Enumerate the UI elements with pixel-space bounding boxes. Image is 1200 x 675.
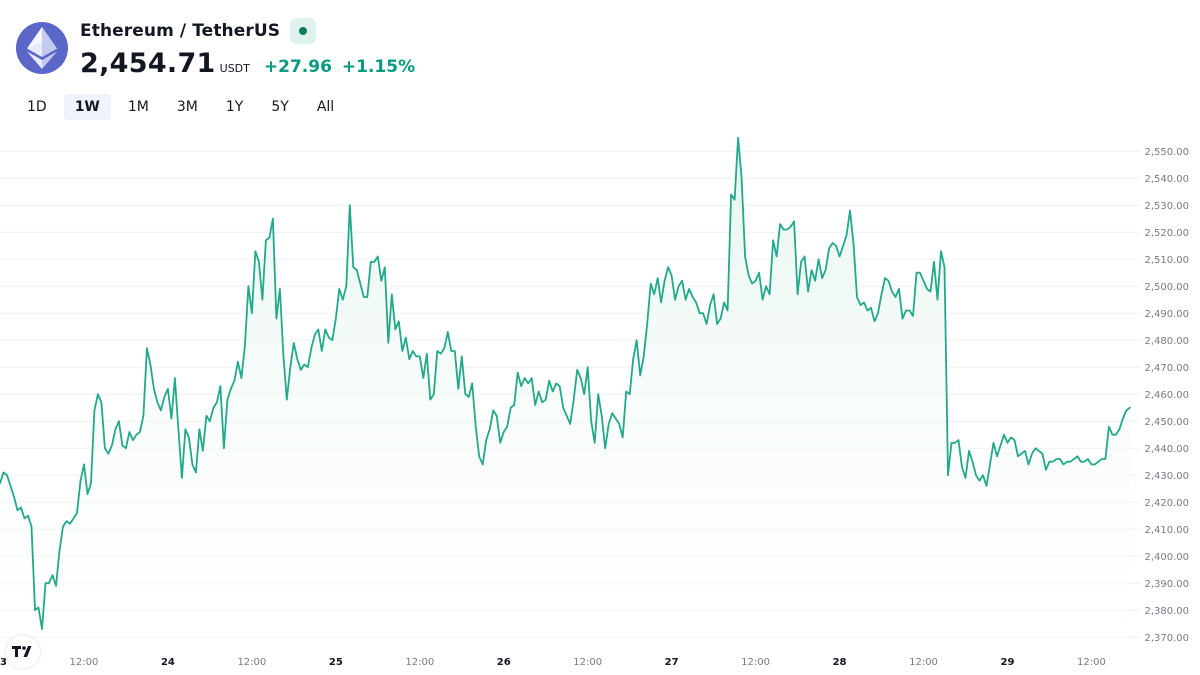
y-axis-tick-label: 2,430.00 — [1144, 471, 1189, 482]
y-axis-tick-label: 2,520.00 — [1144, 228, 1189, 239]
x-axis-tick-label: 26 — [497, 657, 511, 668]
y-axis-tick-label: 2,410.00 — [1144, 525, 1189, 536]
x-axis-tick-label: 12:00 — [909, 657, 938, 668]
x-axis-tick-label: 29 — [1001, 657, 1015, 668]
range-tab-1d[interactable]: 1D — [27, 99, 47, 115]
x-axis-tick-label: 28 — [833, 657, 847, 668]
price-line — [0, 136, 1131, 630]
price-row: 2,454.71 USDT +27.96 +1.15% — [80, 48, 415, 79]
y-axis-tick-label: 2,500.00 — [1144, 282, 1189, 293]
y-axis-tick-label: 2,440.00 — [1144, 444, 1189, 455]
chart-header: Ethereum / TetherUS 2,454.71 USDT +27.96… — [16, 14, 716, 84]
range-tabs: 1D 1W 1M 3M 1Y 5Y All — [16, 94, 345, 120]
x-axis-tick-label: 12:00 — [237, 657, 266, 668]
y-axis-tick-label: 2,460.00 — [1144, 390, 1189, 401]
x-axis-tick-label: 25 — [329, 657, 343, 668]
range-tab-1y[interactable]: 1Y — [225, 99, 244, 115]
pair-title: Ethereum / TetherUS — [80, 21, 281, 41]
x-axis-tick-label: 23 — [0, 657, 7, 668]
market-status-badge[interactable] — [290, 18, 317, 44]
x-axis-tick-label: 24 — [161, 657, 175, 668]
title-row: Ethereum / TetherUS — [80, 18, 317, 44]
range-tab-5y[interactable]: 5Y — [271, 99, 289, 115]
price-change: +27.96 — [263, 57, 332, 77]
range-tab-1w[interactable]: 1W — [63, 94, 111, 120]
x-axis-tick-label: 27 — [665, 657, 679, 668]
y-axis-tick-label: 2,510.00 — [1144, 255, 1189, 266]
range-tab-all[interactable]: All — [316, 99, 335, 115]
tradingview-logo-icon[interactable] — [6, 636, 40, 668]
y-axis-tick-label: 2,530.00 — [1144, 201, 1189, 212]
x-axis-tick-label: 12:00 — [1077, 657, 1106, 668]
y-axis-tick-label: 2,420.00 — [1144, 498, 1189, 509]
y-axis-tick-label: 2,470.00 — [1144, 363, 1189, 374]
x-axis-tick-label: 12:00 — [70, 657, 99, 668]
y-axis-tick-label: 2,490.00 — [1144, 309, 1189, 320]
y-axis-tick-label: 2,550.00 — [1144, 147, 1189, 158]
price-area-fill — [0, 137, 1130, 648]
y-axis-tick-label: 2,540.00 — [1144, 174, 1189, 185]
price-change-percent: +1.15% — [341, 57, 416, 77]
live-status-dot-icon — [299, 27, 308, 35]
range-tab-3m[interactable]: 3M — [176, 99, 198, 115]
x-axis-tick-label: 12:00 — [405, 657, 434, 668]
y-axis-tick-label: 2,390.00 — [1144, 579, 1189, 590]
y-axis-tick-label: 2,480.00 — [1144, 336, 1189, 347]
y-axis-tick-label: 2,400.00 — [1144, 552, 1189, 563]
range-tab-1m[interactable]: 1M — [127, 99, 149, 115]
y-axis-tick-label: 2,370.00 — [1144, 633, 1189, 644]
ethereum-logo-glyph — [27, 27, 57, 69]
tradingview-glyph — [12, 646, 32, 657]
x-axis-tick-label: 12:00 — [741, 657, 770, 668]
y-axis-tick-label: 2,450.00 — [1144, 417, 1189, 428]
x-axis-tick-label: 12:00 — [573, 657, 602, 668]
last-price: 2,454.71 — [80, 48, 216, 79]
ethereum-icon — [16, 22, 68, 74]
price-currency: USDT — [219, 62, 250, 75]
y-axis-tick-label: 2,380.00 — [1144, 606, 1189, 617]
